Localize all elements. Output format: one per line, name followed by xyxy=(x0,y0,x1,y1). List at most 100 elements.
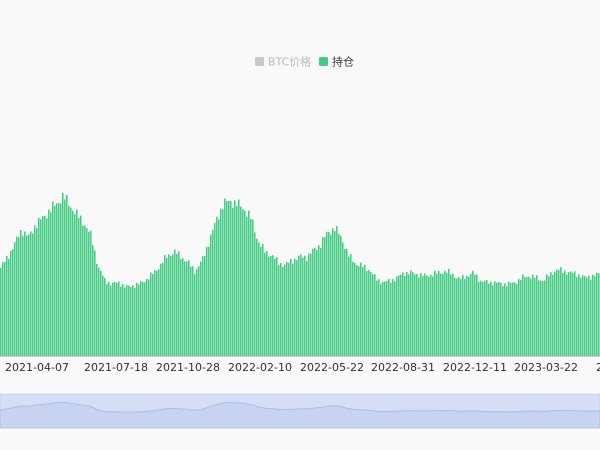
bar[interactable] xyxy=(234,200,236,356)
bar[interactable] xyxy=(272,255,274,356)
bar[interactable] xyxy=(228,200,230,356)
bar[interactable] xyxy=(340,235,342,356)
bar[interactable] xyxy=(74,214,76,356)
bar[interactable] xyxy=(466,275,468,356)
legend-item-holdings[interactable]: 持仓 xyxy=(319,55,354,69)
bar[interactable] xyxy=(526,276,528,356)
bar[interactable] xyxy=(112,282,114,356)
bar[interactable] xyxy=(532,274,534,356)
bar[interactable] xyxy=(140,281,142,356)
bar[interactable] xyxy=(0,268,2,356)
bar[interactable] xyxy=(278,265,280,356)
bar[interactable] xyxy=(308,253,310,356)
bar[interactable] xyxy=(302,257,304,356)
bar[interactable] xyxy=(568,272,570,356)
bar[interactable] xyxy=(430,274,432,356)
bar[interactable] xyxy=(2,262,4,356)
bar[interactable] xyxy=(376,280,378,356)
bar[interactable] xyxy=(598,273,600,356)
bar[interactable] xyxy=(538,280,540,356)
bar[interactable] xyxy=(534,277,536,356)
bar[interactable] xyxy=(50,212,52,356)
bar[interactable] xyxy=(318,245,320,356)
bar[interactable] xyxy=(418,277,420,356)
bar[interactable] xyxy=(46,218,48,356)
bar[interactable] xyxy=(178,251,180,356)
bar[interactable] xyxy=(102,275,104,356)
bar[interactable] xyxy=(402,272,404,356)
bar[interactable] xyxy=(514,282,516,356)
bar[interactable] xyxy=(18,237,20,356)
bar[interactable] xyxy=(282,266,284,356)
bar[interactable] xyxy=(566,274,568,356)
bar[interactable] xyxy=(274,258,276,356)
bar[interactable] xyxy=(536,275,538,356)
bar[interactable] xyxy=(570,271,572,356)
bar[interactable] xyxy=(372,274,374,356)
bar[interactable] xyxy=(220,208,222,356)
bar[interactable] xyxy=(136,282,138,356)
bar[interactable] xyxy=(252,219,254,356)
bar[interactable] xyxy=(424,273,426,356)
bar[interactable] xyxy=(70,207,72,356)
bar[interactable] xyxy=(258,242,260,356)
bar[interactable] xyxy=(240,206,242,356)
bar[interactable] xyxy=(464,279,466,356)
bar[interactable] xyxy=(468,276,470,356)
bar[interactable] xyxy=(94,250,96,356)
bar[interactable] xyxy=(238,199,240,356)
bar[interactable] xyxy=(414,274,416,356)
bar[interactable] xyxy=(186,261,188,356)
bar[interactable] xyxy=(416,273,418,356)
bar[interactable] xyxy=(378,279,380,356)
bar[interactable] xyxy=(528,276,530,356)
bar[interactable] xyxy=(64,199,66,356)
bar[interactable] xyxy=(68,205,70,356)
bar[interactable] xyxy=(210,234,212,356)
bar[interactable] xyxy=(364,264,366,356)
bar[interactable] xyxy=(312,248,314,356)
bar[interactable] xyxy=(334,231,336,356)
bar[interactable] xyxy=(142,282,144,356)
bar[interactable] xyxy=(482,282,484,356)
bar[interactable] xyxy=(194,273,196,356)
bar[interactable] xyxy=(558,270,560,356)
bar[interactable] xyxy=(578,274,580,356)
bar[interactable] xyxy=(476,274,478,356)
legend-item-btc-price[interactable]: BTC价格 xyxy=(255,55,311,69)
bar[interactable] xyxy=(174,249,176,356)
bar[interactable] xyxy=(474,274,476,356)
bar[interactable] xyxy=(154,270,156,356)
bar[interactable] xyxy=(594,276,596,356)
bar[interactable] xyxy=(164,255,166,356)
bar[interactable] xyxy=(574,271,576,356)
bar[interactable] xyxy=(348,256,350,356)
bar[interactable] xyxy=(250,218,252,356)
bar[interactable] xyxy=(328,232,330,356)
bar[interactable] xyxy=(508,281,510,356)
bar[interactable] xyxy=(412,272,414,356)
bar[interactable] xyxy=(554,272,556,356)
bar[interactable] xyxy=(180,259,182,356)
bar[interactable] xyxy=(14,242,16,356)
bar[interactable] xyxy=(214,222,216,356)
bar[interactable] xyxy=(158,269,160,356)
bar[interactable] xyxy=(190,266,192,356)
bar[interactable] xyxy=(60,203,62,356)
bar[interactable] xyxy=(198,266,200,356)
bar[interactable] xyxy=(420,273,422,356)
bar[interactable] xyxy=(80,215,82,356)
bar[interactable] xyxy=(322,237,324,356)
bar[interactable] xyxy=(462,274,464,356)
bar[interactable] xyxy=(126,285,128,356)
bar[interactable] xyxy=(224,198,226,356)
bar[interactable] xyxy=(200,261,202,356)
bar[interactable] xyxy=(530,278,532,356)
bar[interactable] xyxy=(52,201,54,356)
bar[interactable] xyxy=(264,252,266,356)
bar[interactable] xyxy=(494,281,496,356)
bar[interactable] xyxy=(380,284,382,356)
bar[interactable] xyxy=(226,201,228,356)
bar[interactable] xyxy=(148,279,150,356)
bar[interactable] xyxy=(98,267,100,356)
